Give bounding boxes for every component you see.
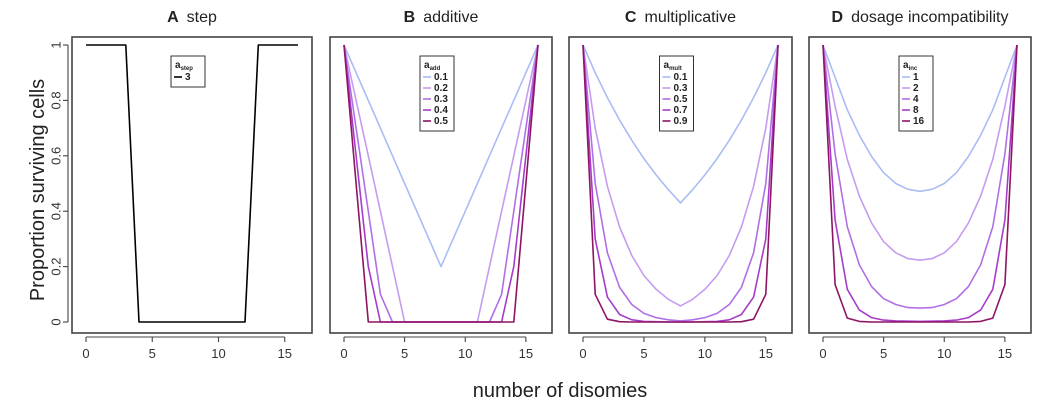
series-line-2 [822, 44, 1018, 262]
legend-title-subscript: inc [909, 66, 918, 72]
x-tick-label: 15 [519, 346, 533, 361]
panel-letter: C [625, 9, 637, 26]
panel-title-text: dosage incompatibility [851, 9, 1008, 26]
legend-title-subscript: step [181, 66, 194, 72]
legend-title-symbol: a [664, 60, 670, 71]
x-axis-label: number of disomies [473, 380, 648, 402]
y-tick-label: 1 [49, 41, 64, 48]
x-tick-label: 5 [149, 346, 156, 361]
x-tick-label: 0 [340, 346, 347, 361]
y-tick-label: 0.4 [49, 202, 64, 220]
panel-letter: A [167, 9, 179, 26]
legend-box [419, 55, 455, 132]
y-tick-label: 0.2 [49, 258, 64, 276]
x-tick-label: 5 [401, 346, 408, 361]
x-tick-label: 5 [880, 346, 887, 361]
panel-letter: D [832, 9, 844, 26]
legend-title: ainc [903, 60, 918, 72]
x-tick-label: 15 [759, 346, 773, 361]
panel-title-text: additive [423, 9, 478, 26]
legend-label: 0.5 [674, 94, 688, 105]
panel-title-text: multiplicative [644, 9, 736, 26]
panel-letter: B [404, 9, 416, 26]
series-line-0.1 [343, 44, 539, 268]
legend-title: amult [664, 60, 682, 72]
x-tick-label: 10 [211, 346, 225, 361]
x-tick-label: 0 [82, 346, 89, 361]
x-tick-label: 15 [278, 346, 292, 361]
y-axis-label: Proportion surviving cells [27, 79, 49, 301]
legend-label: 1 [913, 72, 919, 83]
legend-title: aadd [424, 60, 441, 72]
legend-label: 0.7 [674, 105, 688, 116]
legend-title-subscript: mult [669, 66, 682, 72]
series-line-4 [822, 44, 1018, 309]
legend-label: 2 [913, 83, 919, 94]
legend-label: 0.5 [434, 116, 448, 127]
legend-box [659, 55, 694, 132]
y-tick-label: 0.8 [49, 91, 64, 109]
legend-title-symbol: a [424, 60, 430, 71]
legend-box [898, 55, 934, 132]
series-line-0.3 [582, 44, 779, 307]
series-line-3 [86, 44, 298, 323]
series-line-0.1 [582, 44, 779, 204]
legend-label: 16 [913, 116, 925, 127]
legend-title-symbol: a [175, 60, 181, 71]
legend-title-symbol: a [903, 60, 909, 71]
x-tick-label: 10 [458, 346, 472, 361]
x-tick-label: 0 [819, 346, 826, 361]
plot-frame [808, 36, 1032, 334]
series-line-0.5 [582, 44, 779, 322]
plot-frame [568, 36, 793, 334]
panel-title-text: step [187, 9, 217, 26]
plot-frame [329, 36, 553, 334]
y-tick-label: 0.6 [49, 147, 64, 165]
series-line-1 [822, 44, 1018, 193]
legend-label: 3 [185, 72, 191, 83]
legend-label: 0.1 [674, 72, 688, 83]
legend-box [170, 55, 206, 88]
series-line-16 [822, 44, 1018, 323]
x-tick-label: 5 [640, 346, 647, 361]
y-tick-label: 0 [49, 318, 64, 325]
legend-title: astep [175, 60, 193, 72]
series-line-0.9 [582, 44, 779, 323]
legend-label: 0.3 [434, 94, 448, 105]
legend-label: 0.9 [674, 116, 688, 127]
x-tick-label: 10 [698, 346, 712, 361]
legend-title-subscript: add [430, 66, 441, 72]
legend-label: 8 [913, 105, 919, 116]
series-line-0.5 [343, 44, 539, 323]
legend-label: 4 [913, 94, 919, 105]
x-tick-label: 0 [579, 346, 586, 361]
x-tick-label: 15 [998, 346, 1012, 361]
legend-label: 0.3 [674, 83, 688, 94]
legend-label: 0.1 [434, 72, 448, 83]
legend-label: 0.4 [434, 105, 448, 116]
x-tick-label: 10 [937, 346, 951, 361]
legend-label: 0.2 [434, 83, 448, 94]
plot-frame [71, 36, 313, 334]
